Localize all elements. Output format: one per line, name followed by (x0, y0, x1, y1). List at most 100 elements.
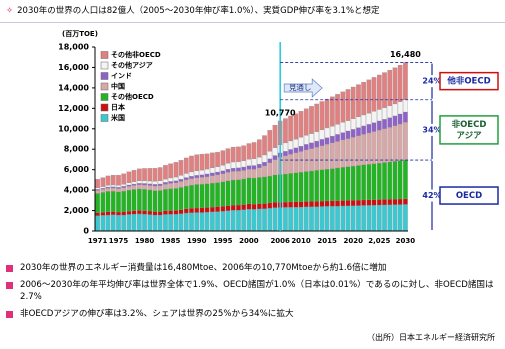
bar-segment (110, 214, 116, 232)
bar-segment (194, 177, 200, 185)
y-tick-label: 12,000 (58, 104, 89, 113)
bar-segment (309, 201, 314, 207)
bar-segment (251, 209, 257, 232)
bar-segment (116, 187, 121, 189)
bar-segment (199, 177, 205, 185)
y-tick-label: 4,000 (64, 186, 90, 195)
bar-segment (293, 152, 299, 174)
bar-segment (241, 160, 246, 168)
bar-segment (131, 183, 137, 186)
bar-segment (350, 166, 356, 201)
bar-segment (340, 200, 346, 207)
bar-segment (356, 199, 361, 206)
bar-segment (116, 175, 121, 186)
bar-segment (183, 208, 189, 214)
group-box (439, 115, 499, 145)
bar-segment (246, 169, 252, 179)
bar-segment (204, 168, 210, 175)
legend-swatch (100, 72, 109, 80)
bar-segment (314, 146, 320, 171)
bar-segment (210, 183, 215, 208)
bar-segment (183, 173, 189, 178)
bar-segment (241, 145, 246, 161)
bar-segment (257, 163, 262, 168)
bar-segment (314, 131, 320, 142)
bar-segment (387, 127, 393, 163)
bar-segment (147, 180, 153, 184)
bar-segment (220, 181, 226, 207)
bar-segment (340, 91, 346, 123)
bar-segment (215, 211, 220, 232)
bar-segment (366, 199, 372, 206)
bar-segment (382, 119, 387, 129)
legend-swatch (100, 114, 109, 122)
bar-segment (376, 199, 382, 206)
bar-segment (116, 191, 121, 213)
bar-segment (403, 99, 408, 113)
bar-segment (356, 165, 361, 201)
x-tick-label: 1975 (109, 237, 129, 245)
bar-segment (152, 181, 158, 185)
bar-segment (230, 171, 236, 181)
bar-segment (157, 183, 163, 186)
bar-segment (272, 207, 278, 232)
bar-segment (168, 188, 173, 211)
bar-segment (262, 154, 267, 163)
bar-segment (241, 166, 246, 171)
bar-segment (309, 170, 314, 202)
x-tick-label: 1995 (213, 237, 233, 245)
bar-segment (361, 114, 366, 127)
bar-segment (314, 201, 320, 207)
bar-segment (392, 125, 398, 162)
bar-segment (121, 173, 127, 185)
bar-segment (199, 212, 205, 232)
bar-segment (330, 142, 335, 169)
bar-segment (220, 165, 226, 171)
bar-segment (194, 212, 200, 232)
bar-segment (324, 206, 330, 232)
bar-segment (387, 199, 393, 205)
bar-segment (110, 186, 116, 189)
bar-segment (225, 169, 231, 173)
bar-segment (272, 159, 278, 176)
bar-segment (267, 130, 273, 152)
y-tick-label: 18,000 (58, 43, 89, 52)
bar-segment (241, 170, 246, 180)
bar-segment (168, 163, 173, 179)
bar-segment (215, 174, 220, 183)
bar-segment (298, 137, 304, 147)
bar-segment (257, 157, 262, 165)
bar-segment (220, 150, 226, 166)
bar-segment (163, 182, 168, 185)
bar-segment (288, 173, 293, 203)
bar-segment (387, 161, 393, 200)
bar-segment (210, 211, 215, 232)
x-tick-label: 1985 (161, 237, 181, 245)
bar-segment (371, 77, 377, 112)
bar-segment (257, 167, 262, 178)
bar-segment (283, 151, 288, 156)
bar-segment (267, 208, 273, 232)
bar-segment (225, 180, 231, 206)
bar-segment (173, 210, 179, 215)
bar-segment (178, 187, 184, 210)
bar-segment (345, 120, 351, 132)
bar-segment (361, 205, 366, 232)
share-bg (420, 75, 444, 88)
bar-segment (251, 203, 257, 210)
bar-segment (309, 142, 314, 149)
bar-segment (230, 210, 236, 232)
bar-segment (335, 141, 340, 169)
legend-swatch (100, 51, 109, 59)
bar-segment (121, 211, 127, 216)
bar-segment (163, 189, 168, 211)
bar-segment (345, 205, 351, 232)
bar-segment (95, 189, 100, 191)
bar-segment (314, 103, 320, 132)
bar-segment (220, 173, 226, 183)
bar-segment (371, 111, 377, 123)
bar-segment (116, 214, 121, 232)
bar-segment (152, 184, 158, 187)
annotation: 16,480 (390, 50, 421, 59)
x-tick-label: 2006 (270, 237, 290, 245)
